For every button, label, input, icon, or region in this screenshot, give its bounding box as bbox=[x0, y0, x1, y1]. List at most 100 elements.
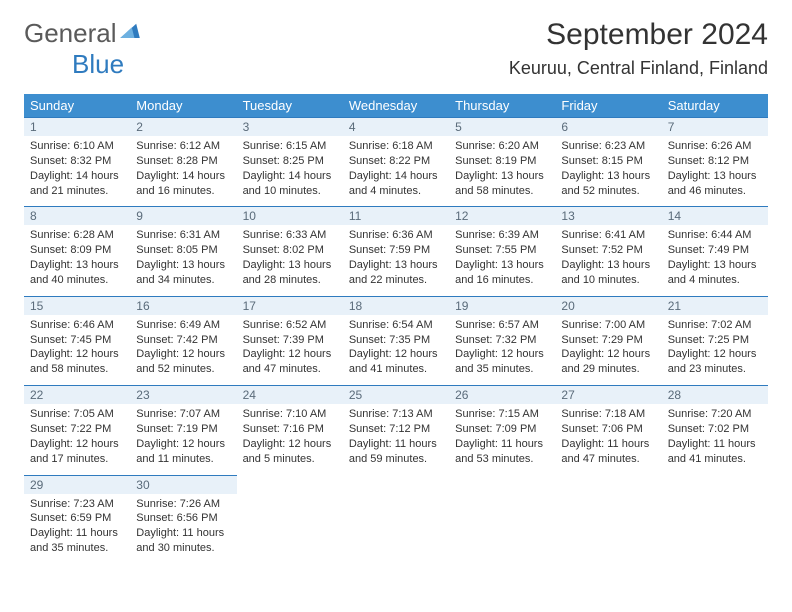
sunrise-text: Sunrise: 6:12 AM bbox=[136, 139, 230, 154]
daylight-text: Daylight: 13 hours and 52 minutes. bbox=[561, 169, 655, 199]
sunset-text: Sunset: 7:35 PM bbox=[349, 333, 443, 348]
day-cell: Sunrise: 7:00 AMSunset: 7:29 PMDaylight:… bbox=[555, 315, 661, 386]
daylight-text: Daylight: 12 hours and 35 minutes. bbox=[455, 347, 549, 377]
daylight-text: Daylight: 12 hours and 17 minutes. bbox=[30, 437, 124, 467]
day-number bbox=[662, 475, 768, 494]
sunset-text: Sunset: 8:02 PM bbox=[243, 243, 337, 258]
day-number: 8 bbox=[24, 207, 130, 226]
day-number: 21 bbox=[662, 296, 768, 315]
day-cell: Sunrise: 7:20 AMSunset: 7:02 PMDaylight:… bbox=[662, 404, 768, 475]
sunset-text: Sunset: 8:15 PM bbox=[561, 154, 655, 169]
day-cell: Sunrise: 6:49 AMSunset: 7:42 PMDaylight:… bbox=[130, 315, 236, 386]
sunset-text: Sunset: 7:19 PM bbox=[136, 422, 230, 437]
day-number: 24 bbox=[237, 386, 343, 405]
sunrise-text: Sunrise: 6:31 AM bbox=[136, 228, 230, 243]
day-cell: Sunrise: 7:13 AMSunset: 7:12 PMDaylight:… bbox=[343, 404, 449, 475]
sunset-text: Sunset: 7:49 PM bbox=[668, 243, 762, 258]
daylight-text: Daylight: 13 hours and 58 minutes. bbox=[455, 169, 549, 199]
day-number: 1 bbox=[24, 118, 130, 137]
day-cell bbox=[237, 494, 343, 564]
day-cell: Sunrise: 7:07 AMSunset: 7:19 PMDaylight:… bbox=[130, 404, 236, 475]
sunrise-text: Sunrise: 7:15 AM bbox=[455, 407, 549, 422]
daylight-text: Daylight: 13 hours and 16 minutes. bbox=[455, 258, 549, 288]
title-block: September 2024 Keuruu, Central Finland, … bbox=[509, 18, 768, 79]
weekday-header: Friday bbox=[555, 94, 661, 118]
sunset-text: Sunset: 8:19 PM bbox=[455, 154, 549, 169]
day-number bbox=[555, 475, 661, 494]
daylight-text: Daylight: 11 hours and 30 minutes. bbox=[136, 526, 230, 556]
weekday-header-row: Sunday Monday Tuesday Wednesday Thursday… bbox=[24, 94, 768, 118]
sunset-text: Sunset: 8:32 PM bbox=[30, 154, 124, 169]
header: GeneralBlue September 2024 Keuruu, Centr… bbox=[24, 18, 768, 80]
daylight-text: Daylight: 12 hours and 52 minutes. bbox=[136, 347, 230, 377]
daylight-text: Daylight: 13 hours and 10 minutes. bbox=[561, 258, 655, 288]
day-number: 4 bbox=[343, 118, 449, 137]
day-data-row: Sunrise: 7:23 AMSunset: 6:59 PMDaylight:… bbox=[24, 494, 768, 564]
day-number: 6 bbox=[555, 118, 661, 137]
day-cell: Sunrise: 7:05 AMSunset: 7:22 PMDaylight:… bbox=[24, 404, 130, 475]
daylight-text: Daylight: 11 hours and 35 minutes. bbox=[30, 526, 124, 556]
day-cell: Sunrise: 6:39 AMSunset: 7:55 PMDaylight:… bbox=[449, 225, 555, 296]
sunrise-text: Sunrise: 7:02 AM bbox=[668, 318, 762, 333]
daylight-text: Daylight: 12 hours and 58 minutes. bbox=[30, 347, 124, 377]
weekday-header: Sunday bbox=[24, 94, 130, 118]
sunrise-text: Sunrise: 6:36 AM bbox=[349, 228, 443, 243]
daylight-text: Daylight: 11 hours and 47 minutes. bbox=[561, 437, 655, 467]
sunset-text: Sunset: 8:05 PM bbox=[136, 243, 230, 258]
day-number: 14 bbox=[662, 207, 768, 226]
sunrise-text: Sunrise: 7:07 AM bbox=[136, 407, 230, 422]
logo-text-blue: Blue bbox=[72, 49, 124, 79]
daylight-text: Daylight: 13 hours and 46 minutes. bbox=[668, 169, 762, 199]
day-number-row: 15161718192021 bbox=[24, 296, 768, 315]
daylight-text: Daylight: 12 hours and 5 minutes. bbox=[243, 437, 337, 467]
sunrise-text: Sunrise: 7:26 AM bbox=[136, 497, 230, 512]
sunrise-text: Sunrise: 7:23 AM bbox=[30, 497, 124, 512]
day-cell bbox=[449, 494, 555, 564]
daylight-text: Daylight: 12 hours and 11 minutes. bbox=[136, 437, 230, 467]
day-number: 15 bbox=[24, 296, 130, 315]
day-cell: Sunrise: 7:26 AMSunset: 6:56 PMDaylight:… bbox=[130, 494, 236, 564]
day-cell: Sunrise: 6:33 AMSunset: 8:02 PMDaylight:… bbox=[237, 225, 343, 296]
day-number: 9 bbox=[130, 207, 236, 226]
day-cell: Sunrise: 6:23 AMSunset: 8:15 PMDaylight:… bbox=[555, 136, 661, 207]
day-cell bbox=[343, 494, 449, 564]
sunset-text: Sunset: 6:59 PM bbox=[30, 511, 124, 526]
day-number bbox=[343, 475, 449, 494]
sunrise-text: Sunrise: 6:33 AM bbox=[243, 228, 337, 243]
day-cell: Sunrise: 6:12 AMSunset: 8:28 PMDaylight:… bbox=[130, 136, 236, 207]
day-cell: Sunrise: 6:36 AMSunset: 7:59 PMDaylight:… bbox=[343, 225, 449, 296]
sunset-text: Sunset: 7:29 PM bbox=[561, 333, 655, 348]
sunset-text: Sunset: 7:45 PM bbox=[30, 333, 124, 348]
daylight-text: Daylight: 13 hours and 40 minutes. bbox=[30, 258, 124, 288]
day-number: 11 bbox=[343, 207, 449, 226]
sunrise-text: Sunrise: 6:15 AM bbox=[243, 139, 337, 154]
sunrise-text: Sunrise: 7:18 AM bbox=[561, 407, 655, 422]
day-number bbox=[449, 475, 555, 494]
day-number bbox=[237, 475, 343, 494]
daylight-text: Daylight: 13 hours and 22 minutes. bbox=[349, 258, 443, 288]
day-cell: Sunrise: 6:10 AMSunset: 8:32 PMDaylight:… bbox=[24, 136, 130, 207]
day-number: 25 bbox=[343, 386, 449, 405]
day-number: 7 bbox=[662, 118, 768, 137]
sunrise-text: Sunrise: 6:26 AM bbox=[668, 139, 762, 154]
day-cell: Sunrise: 7:02 AMSunset: 7:25 PMDaylight:… bbox=[662, 315, 768, 386]
sunrise-text: Sunrise: 6:28 AM bbox=[30, 228, 124, 243]
sunrise-text: Sunrise: 7:10 AM bbox=[243, 407, 337, 422]
day-number: 27 bbox=[555, 386, 661, 405]
sunset-text: Sunset: 7:59 PM bbox=[349, 243, 443, 258]
sunrise-text: Sunrise: 6:39 AM bbox=[455, 228, 549, 243]
daylight-text: Daylight: 11 hours and 41 minutes. bbox=[668, 437, 762, 467]
daylight-text: Daylight: 13 hours and 34 minutes. bbox=[136, 258, 230, 288]
sunset-text: Sunset: 7:55 PM bbox=[455, 243, 549, 258]
sunrise-text: Sunrise: 6:49 AM bbox=[136, 318, 230, 333]
sunset-text: Sunset: 8:22 PM bbox=[349, 154, 443, 169]
daylight-text: Daylight: 12 hours and 41 minutes. bbox=[349, 347, 443, 377]
location-label: Keuruu, Central Finland, Finland bbox=[509, 58, 768, 79]
daylight-text: Daylight: 14 hours and 21 minutes. bbox=[30, 169, 124, 199]
sunset-text: Sunset: 8:28 PM bbox=[136, 154, 230, 169]
day-cell: Sunrise: 7:23 AMSunset: 6:59 PMDaylight:… bbox=[24, 494, 130, 564]
daylight-text: Daylight: 12 hours and 47 minutes. bbox=[243, 347, 337, 377]
sunrise-text: Sunrise: 6:46 AM bbox=[30, 318, 124, 333]
logo: GeneralBlue bbox=[24, 18, 140, 80]
day-number: 20 bbox=[555, 296, 661, 315]
